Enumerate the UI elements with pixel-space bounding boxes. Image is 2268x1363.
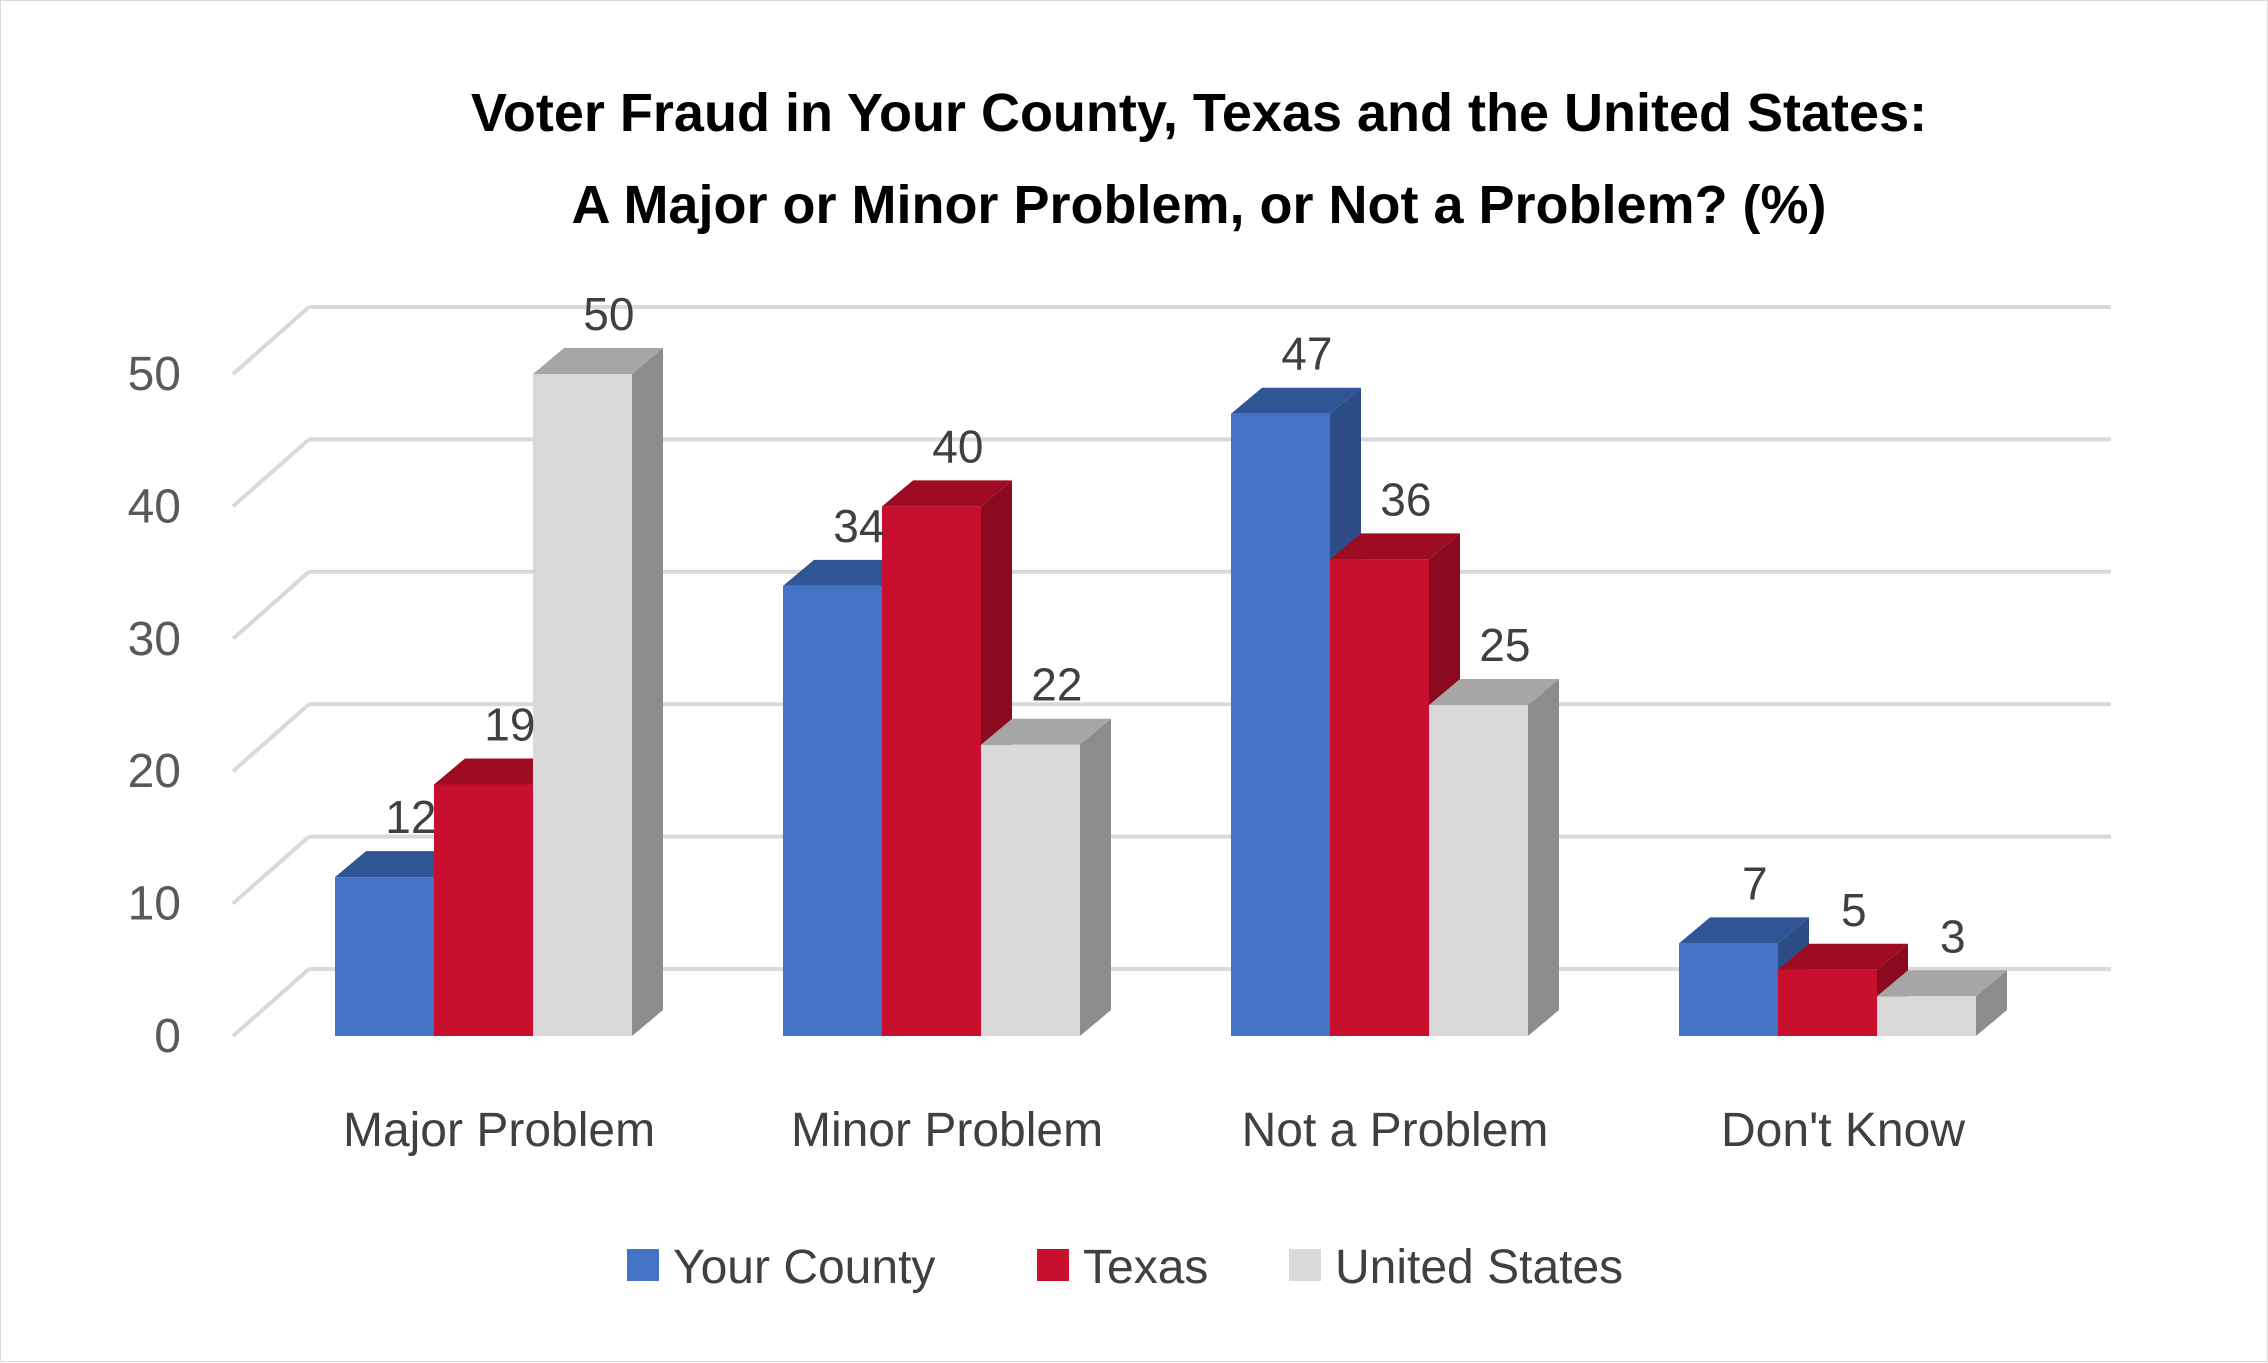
- bar-2-1-top: [1330, 533, 1460, 560]
- bar-1-2-side: [1080, 718, 1111, 1036]
- data-label-0-0: 12: [385, 791, 436, 843]
- bars: [335, 348, 2007, 1037]
- bar-1-1: [882, 506, 981, 1036]
- chart-title-line-1: Voter Fraud in Your County, Texas and th…: [471, 83, 1927, 143]
- bar-0-1: [434, 784, 533, 1036]
- data-label-0-1: 19: [484, 698, 535, 750]
- bar-1-0-top: [783, 559, 913, 586]
- gridline-depth-3: [231, 570, 311, 641]
- data-label-1-2: 22: [1031, 659, 1082, 711]
- y-axis-ticks: 0 10 20 30 40 50: [128, 348, 181, 1063]
- chart-title-line-2: A Major or Minor Problem, or Not a Probl…: [571, 175, 1826, 235]
- y-tick-label-4: 40: [128, 480, 181, 533]
- gridline-depth-1: [231, 835, 311, 906]
- category-label-1: Minor Problem: [791, 1104, 1103, 1157]
- bar-0-2-side: [632, 348, 663, 1036]
- bar-3-0: [1679, 943, 1778, 1036]
- data-label-0-2: 50: [583, 288, 634, 340]
- bar-0-2-top: [533, 348, 663, 374]
- bar-2-0-top: [1231, 387, 1361, 414]
- bar-2-2-top: [1429, 679, 1559, 705]
- bar-2-1: [1330, 559, 1429, 1036]
- data-label-3-1: 5: [1841, 884, 1867, 936]
- y-tick-label-3: 30: [128, 613, 181, 666]
- gridline-depth-0: [231, 967, 311, 1038]
- data-label-3-0: 7: [1742, 857, 1768, 909]
- bar-3-0-top: [1679, 917, 1809, 944]
- legend-swatch-0: [627, 1249, 659, 1281]
- legend: Your County Texas United States: [627, 1241, 1623, 1294]
- legend-swatch-1: [1037, 1249, 1069, 1281]
- bar-1-0: [783, 585, 882, 1036]
- bar-1-2-top: [981, 718, 1111, 745]
- bar-2-2: [1429, 705, 1528, 1036]
- bar-1-2: [981, 744, 1080, 1036]
- data-label-2-2: 25: [1479, 619, 1530, 671]
- y-tick-label-0: 0: [154, 1010, 181, 1063]
- legend-label-1: Texas: [1083, 1241, 1208, 1294]
- y-tick-label-5: 50: [128, 348, 181, 401]
- category-label-0: Major Problem: [343, 1104, 655, 1157]
- data-label-3-2: 3: [1940, 910, 1966, 962]
- gridline-depth-2: [231, 702, 311, 773]
- data-label-1-1: 40: [932, 420, 983, 472]
- bar-3-2-top: [1877, 970, 2007, 997]
- bar-2-2-side: [1528, 679, 1559, 1036]
- bar-0-2: [533, 374, 632, 1036]
- gridline-depth-5: [231, 305, 311, 376]
- category-label-3: Don't Know: [1721, 1104, 1965, 1157]
- category-labels: Major Problem Minor Problem Not a Problem D…: [343, 1104, 1965, 1157]
- gridline-depth-4: [231, 437, 311, 508]
- bar-1-1-top: [882, 480, 1012, 507]
- data-label-2-0: 47: [1281, 328, 1332, 380]
- y-tick-label-1: 10: [128, 878, 181, 931]
- bar-3-1-top: [1778, 943, 1908, 970]
- bar-2-0: [1231, 413, 1330, 1037]
- data-label-1-0: 34: [833, 500, 884, 552]
- y-tick-label-2: 20: [128, 745, 181, 798]
- bar-3-2: [1877, 996, 1976, 1036]
- category-label-2: Not a Problem: [1242, 1104, 1549, 1157]
- bar-0-0-top: [335, 851, 465, 878]
- legend-swatch-2: [1289, 1249, 1321, 1281]
- data-labels: 12 19 50 34 40 22 47 36 25 7 5 3: [385, 288, 1965, 962]
- legend-label-0: Your County: [673, 1241, 935, 1294]
- bar-0-0: [335, 877, 434, 1036]
- legend-label-2: United States: [1335, 1241, 1623, 1294]
- bar-3-1: [1778, 969, 1877, 1036]
- bar-3-2-side: [1976, 970, 2007, 1036]
- bar-0-1-top: [434, 758, 564, 785]
- data-label-2-1: 36: [1380, 473, 1431, 525]
